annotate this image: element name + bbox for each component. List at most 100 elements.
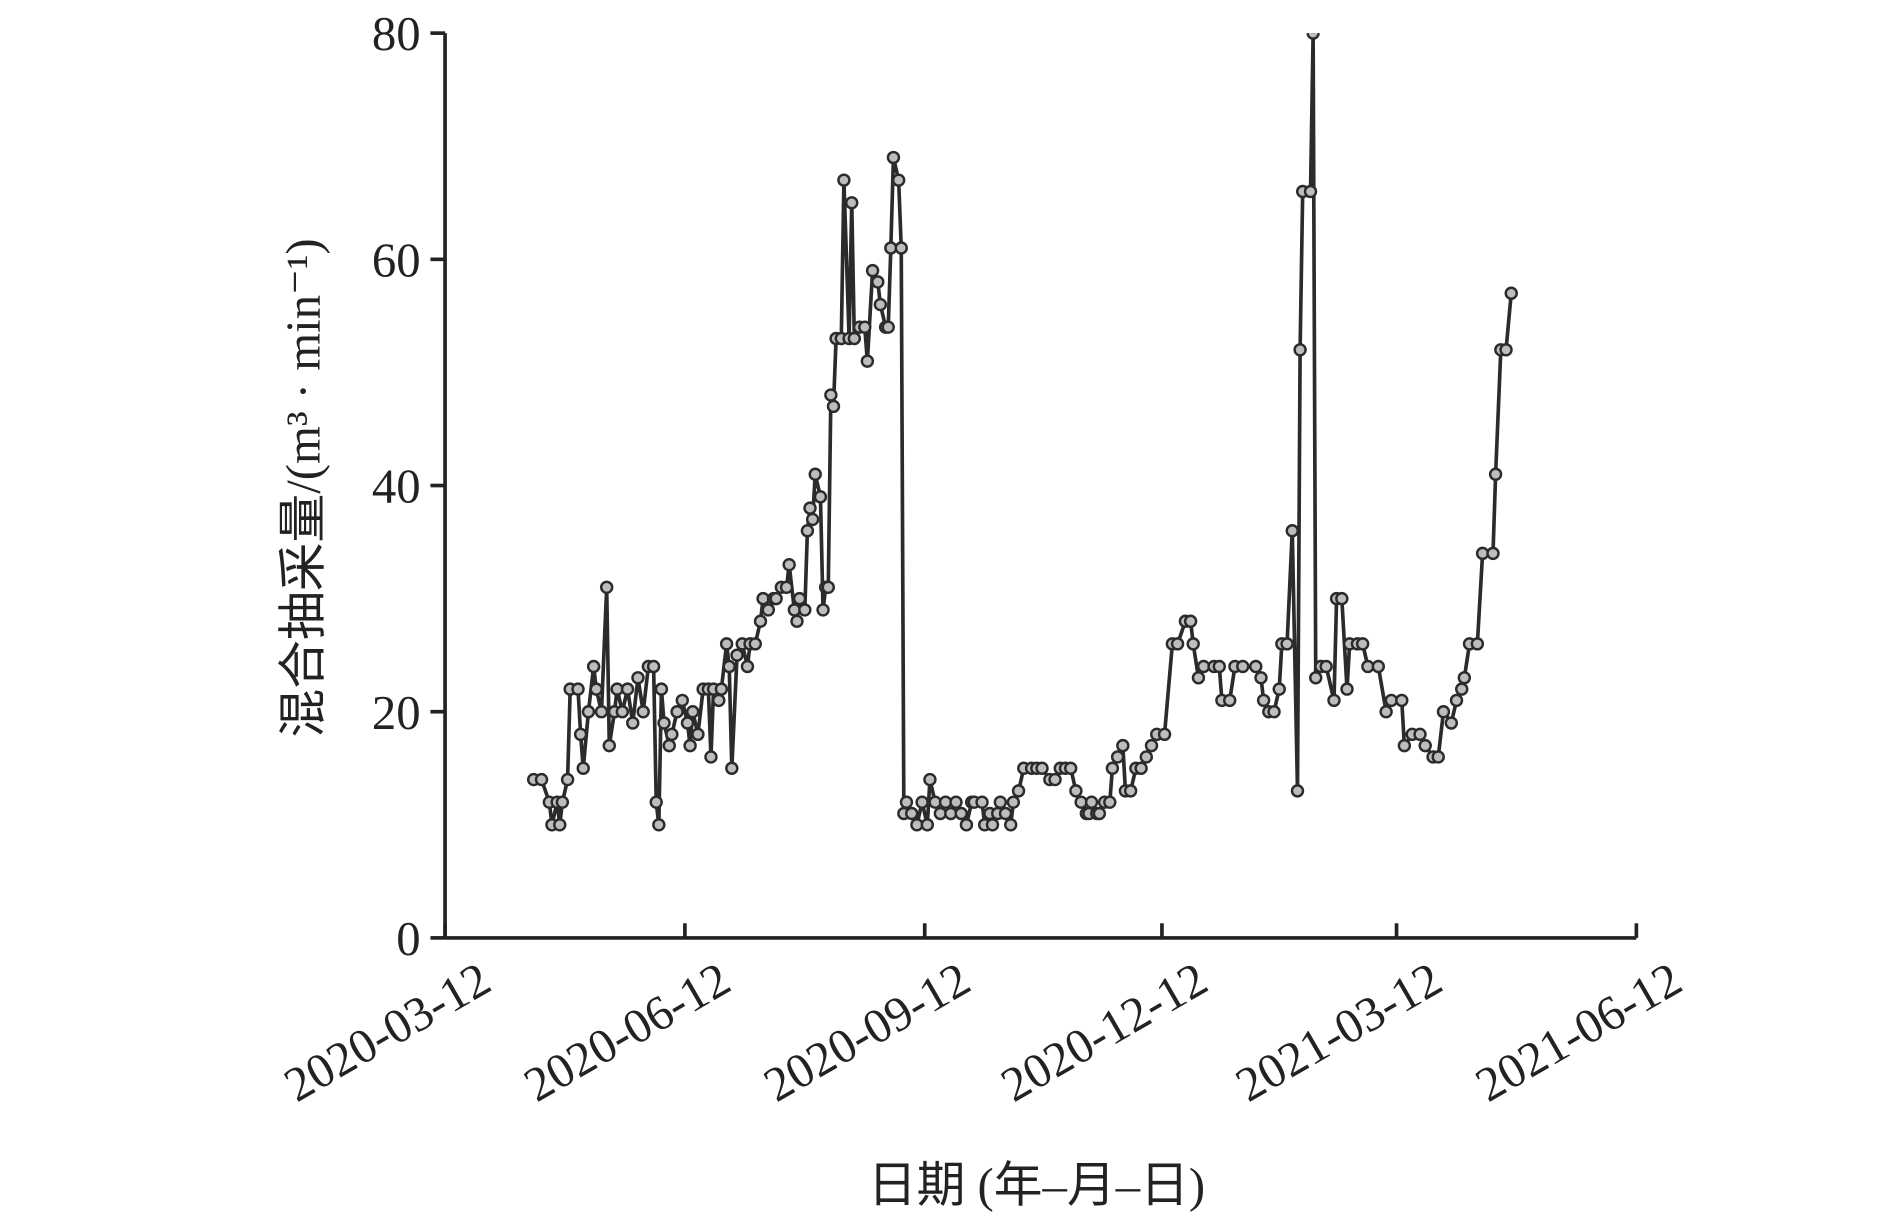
data-point bbox=[1499, 343, 1513, 357]
data-point bbox=[1223, 693, 1237, 708]
data-point bbox=[586, 659, 601, 674]
data-point bbox=[691, 727, 705, 742]
data-point bbox=[1006, 795, 1021, 809]
data-point bbox=[722, 659, 736, 674]
data-point bbox=[683, 738, 697, 753]
data-point bbox=[798, 603, 812, 617]
data-point bbox=[602, 738, 616, 753]
data-point bbox=[1092, 806, 1107, 821]
data-point bbox=[860, 354, 875, 368]
data-point bbox=[891, 173, 906, 187]
data-point bbox=[576, 761, 590, 775]
data-point bbox=[649, 795, 663, 809]
data-point bbox=[1170, 637, 1185, 651]
data-point bbox=[675, 693, 689, 708]
data-point bbox=[665, 727, 679, 742]
data-point bbox=[719, 637, 734, 651]
data-point bbox=[1504, 286, 1518, 300]
data-point bbox=[725, 761, 739, 775]
data-point bbox=[779, 580, 794, 595]
data-point bbox=[792, 591, 807, 606]
data-point bbox=[871, 275, 885, 289]
data-point bbox=[1413, 727, 1427, 742]
data-point bbox=[1236, 659, 1250, 674]
y-tick-label: 40 bbox=[372, 460, 421, 514]
data-point bbox=[1335, 591, 1349, 606]
data-point bbox=[1186, 637, 1200, 651]
data-point bbox=[873, 297, 888, 312]
data-point bbox=[1340, 682, 1354, 696]
x-tick-label: 2020-03-12 bbox=[275, 952, 499, 1113]
data-point bbox=[847, 331, 862, 346]
data-point bbox=[975, 795, 989, 809]
data-point bbox=[704, 750, 718, 764]
data-point bbox=[555, 795, 570, 809]
data-point bbox=[837, 173, 851, 187]
data-point bbox=[1048, 772, 1062, 787]
x-tick-label: 2021-03-12 bbox=[1227, 952, 1451, 1113]
data-point bbox=[631, 671, 645, 685]
data-point bbox=[769, 591, 783, 606]
data-point bbox=[626, 716, 640, 730]
data-point bbox=[821, 580, 835, 595]
data-point bbox=[615, 704, 630, 719]
data-point bbox=[1455, 682, 1469, 696]
data-point bbox=[599, 580, 614, 595]
data-point bbox=[985, 818, 1000, 832]
data-point bbox=[686, 704, 700, 719]
data-point bbox=[740, 659, 755, 674]
data-point bbox=[636, 704, 650, 719]
data-point bbox=[1444, 716, 1458, 730]
data-point bbox=[662, 738, 676, 753]
data-point bbox=[1084, 795, 1099, 809]
data-point bbox=[1293, 343, 1307, 357]
data-point bbox=[949, 795, 963, 809]
data-point bbox=[1063, 761, 1078, 775]
data-point bbox=[886, 150, 901, 165]
y-axis-label: 混合抽采量/(m³ · min⁻¹) bbox=[276, 238, 330, 737]
y-tick-label: 20 bbox=[372, 686, 421, 740]
data-point bbox=[1319, 659, 1333, 674]
data-point bbox=[782, 557, 796, 572]
data-point bbox=[904, 806, 919, 821]
data-point bbox=[761, 603, 776, 617]
data-point bbox=[923, 772, 937, 787]
data-point bbox=[1191, 671, 1206, 685]
data-point bbox=[714, 682, 729, 696]
data-point bbox=[1449, 693, 1464, 708]
data-point bbox=[1011, 784, 1026, 798]
data-point bbox=[1103, 795, 1117, 809]
data-point bbox=[993, 795, 1008, 809]
data-point bbox=[865, 263, 880, 278]
x-tick-label: 2020-09-12 bbox=[755, 952, 979, 1113]
data-point bbox=[1327, 693, 1341, 708]
data-point bbox=[1488, 467, 1503, 481]
data-point bbox=[1272, 682, 1286, 696]
data-point bbox=[652, 818, 666, 832]
data-point bbox=[712, 693, 726, 708]
data-point bbox=[1116, 738, 1130, 753]
data-point bbox=[573, 727, 588, 742]
data-point bbox=[748, 637, 762, 651]
data-point bbox=[899, 795, 914, 809]
data-point bbox=[813, 490, 828, 504]
data-point bbox=[1371, 659, 1386, 674]
data-point bbox=[803, 501, 817, 515]
data-point bbox=[800, 524, 815, 538]
data-point bbox=[959, 818, 974, 832]
data-point bbox=[1254, 671, 1268, 685]
data-point bbox=[560, 772, 575, 787]
data-point bbox=[1290, 784, 1305, 798]
data-point bbox=[1355, 637, 1370, 651]
data-point bbox=[920, 818, 935, 832]
x-tick-label: 2021-06-12 bbox=[1467, 952, 1691, 1113]
data-point bbox=[680, 716, 695, 730]
x-tick-label: 2020-06-12 bbox=[515, 952, 739, 1113]
y-tick-label: 80 bbox=[372, 7, 421, 61]
data-point bbox=[1110, 750, 1125, 764]
data-point bbox=[553, 818, 567, 832]
data-point bbox=[1436, 704, 1451, 719]
data-point bbox=[790, 614, 804, 628]
data-point bbox=[646, 659, 661, 674]
